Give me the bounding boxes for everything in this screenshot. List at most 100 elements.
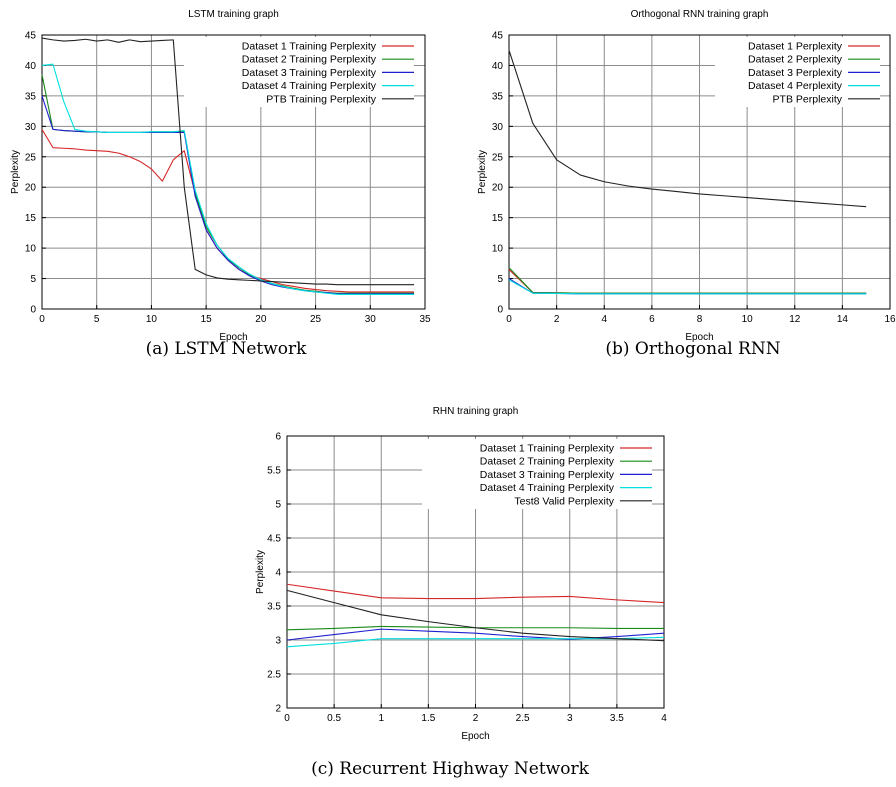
chart-title: Orthogonal RNN training graph xyxy=(631,9,769,20)
figure-caption: (c) Recurrent Highway Network xyxy=(311,759,589,779)
x-tick-label: 10 xyxy=(146,314,158,325)
x-axis-label: Epoch xyxy=(219,332,247,343)
y-tick-label: 6 xyxy=(275,432,281,443)
x-tick-label: 5 xyxy=(94,314,100,325)
legend-label: Dataset 2 Perplexity xyxy=(748,54,843,66)
y-tick-label: 25 xyxy=(25,152,37,163)
y-tick-label: 3.5 xyxy=(267,602,281,613)
figure-caption: (a) LSTM Network xyxy=(146,339,308,359)
series-line-2 xyxy=(508,267,867,294)
y-tick-label: 3 xyxy=(275,636,281,647)
x-tick-label: 4 xyxy=(661,713,667,724)
legend-label: Dataset 4 Training Perplexity xyxy=(480,482,615,494)
x-tick-label: 20 xyxy=(255,314,267,325)
legend-label: Test8 Valid Perplexity xyxy=(514,495,614,507)
x-tick-label: 2 xyxy=(554,314,560,325)
x-axis-label: Epoch xyxy=(461,731,489,742)
legend-background xyxy=(422,439,652,509)
legend-label: Dataset 4 Training Perplexity xyxy=(242,80,377,92)
legend-label: Dataset 4 Perplexity xyxy=(748,80,843,92)
y-tick-label: 40 xyxy=(25,61,37,72)
chart-3: RHN training graph 0 0.5 1 1.5 2 2.5 3 3.5 4 2 2.5 3… xyxy=(255,406,667,779)
y-tick-label: 4.5 xyxy=(267,534,281,545)
x-axis-label: Epoch xyxy=(685,332,713,343)
y-tick-label: 0 xyxy=(497,305,503,316)
legend-label: Dataset 3 Perplexity xyxy=(748,67,843,79)
y-tick-label: 15 xyxy=(492,213,504,224)
x-tick-label: 0.5 xyxy=(327,713,341,724)
y-tick-label: 2.5 xyxy=(267,670,281,681)
legend-label: Dataset 3 Training Perplexity xyxy=(242,67,377,79)
legend-background xyxy=(184,37,414,107)
x-tick-label: 3 xyxy=(567,713,573,724)
y-tick-label: 35 xyxy=(492,91,504,102)
y-tick-label: 30 xyxy=(492,122,504,133)
series-line-5 xyxy=(41,37,415,286)
x-tick-label: 0 xyxy=(39,314,45,325)
y-tick-label: 0 xyxy=(30,305,36,316)
y-axis-label: Perplexity xyxy=(477,150,488,194)
y-tick-label: 40 xyxy=(492,61,504,72)
y-tick-label: 20 xyxy=(25,183,37,194)
y-tick-label: 25 xyxy=(492,152,504,163)
legend-label: Dataset 1 Training Perplexity xyxy=(480,443,615,455)
x-tick-label: 6 xyxy=(649,314,655,325)
legend-label: PTB Training Perplexity xyxy=(266,93,376,105)
chart-1: LSTM training graph 0 5 10 15 20 25 30 35 0 5 10 15 2… xyxy=(10,9,431,359)
y-tick-label: 5 xyxy=(497,274,503,285)
x-tick-label: 15 xyxy=(201,314,213,325)
y-tick-label: 5 xyxy=(30,274,36,285)
x-tick-label: 10 xyxy=(742,314,754,325)
x-tick-label: 25 xyxy=(310,314,322,325)
y-tick-label: 45 xyxy=(25,31,37,42)
x-tick-label: 12 xyxy=(789,314,801,325)
legend-label: Dataset 1 Perplexity xyxy=(748,41,843,53)
chart-2: Orthogonal RNN training graph 0 2 4 6 8 10 12 14… xyxy=(477,9,896,359)
legend-label: Dataset 2 Training Perplexity xyxy=(242,54,377,66)
x-tick-label: 8 xyxy=(697,314,703,325)
x-tick-label: 0 xyxy=(506,314,512,325)
series-line-3 xyxy=(508,278,867,295)
series-line-5 xyxy=(286,589,665,642)
y-tick-label: 15 xyxy=(25,213,37,224)
x-tick-label: 2 xyxy=(473,713,479,724)
legend-label: Dataset 2 Training Perplexity xyxy=(480,456,615,468)
legend-label: Dataset 3 Training Perplexity xyxy=(480,469,615,481)
x-tick-label: 1.5 xyxy=(421,713,435,724)
chart-title: RHN training graph xyxy=(433,406,519,417)
y-tick-label: 4 xyxy=(275,568,281,579)
series-line-3 xyxy=(41,95,415,295)
y-axis-label: Perplexity xyxy=(10,150,21,194)
legend-label: Dataset 1 Training Perplexity xyxy=(242,41,377,53)
chart-title: LSTM training graph xyxy=(188,9,279,20)
y-tick-label: 35 xyxy=(25,91,37,102)
series-line-4 xyxy=(286,636,665,648)
y-tick-label: 5.5 xyxy=(267,466,281,477)
legend-label: PTB Perplexity xyxy=(773,93,843,105)
x-tick-label: 1 xyxy=(378,713,384,724)
x-tick-label: 0 xyxy=(284,713,290,724)
series-line-5 xyxy=(508,50,867,208)
figure-caption: (b) Orthogonal RNN xyxy=(605,339,780,359)
series-line-1 xyxy=(508,269,867,294)
x-tick-label: 4 xyxy=(601,314,607,325)
series-line-4 xyxy=(508,279,867,295)
y-tick-label: 10 xyxy=(25,244,37,255)
grid xyxy=(509,35,890,309)
plot-frame xyxy=(41,34,426,310)
x-tick-label: 16 xyxy=(884,314,896,325)
y-tick-label: 30 xyxy=(25,122,37,133)
series-line-4 xyxy=(41,63,415,295)
series-line-1 xyxy=(41,129,415,293)
x-tick-label: 35 xyxy=(419,314,431,325)
y-tick-label: 5 xyxy=(275,500,281,511)
x-tick-label: 14 xyxy=(837,314,849,325)
y-tick-label: 10 xyxy=(492,244,504,255)
x-tick-label: 2.5 xyxy=(516,713,530,724)
x-tick-label: 30 xyxy=(365,314,377,325)
x-tick-label: 3.5 xyxy=(610,713,624,724)
